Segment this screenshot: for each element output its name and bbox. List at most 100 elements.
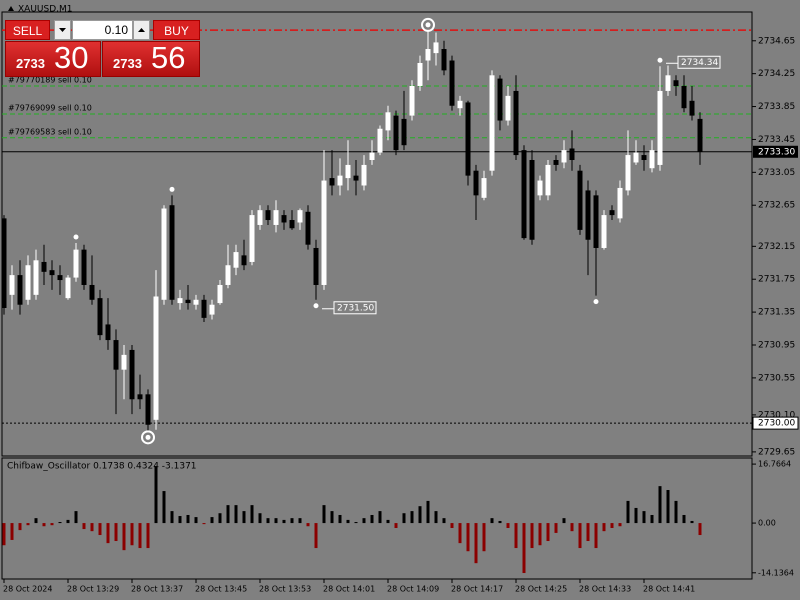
osc-bar [514, 523, 518, 549]
candle-body [401, 118, 407, 146]
candle-body [457, 100, 463, 109]
swing-dot [657, 57, 663, 63]
y-tick-label: 2731.75 [758, 275, 795, 285]
candle-body [289, 220, 295, 229]
ask-price[interactable]: 2733 56 [102, 40, 200, 77]
candle-body [265, 210, 271, 221]
osc-bar [314, 523, 318, 549]
candle-body [377, 128, 383, 153]
osc-bar [434, 511, 438, 524]
price-label-box [677, 55, 721, 69]
osc-bar [82, 523, 86, 530]
osc-bar [50, 523, 54, 526]
osc-bar [522, 523, 526, 574]
candle-body [641, 155, 647, 160]
buy-button[interactable]: BUY [153, 20, 200, 40]
osc-bar [26, 523, 30, 526]
bid-price[interactable]: 2733 30 [5, 40, 101, 77]
swing-dot [73, 234, 79, 240]
candle-body [273, 210, 279, 225]
osc-bar [658, 486, 662, 524]
candle-body [313, 247, 319, 285]
candle-body [441, 49, 447, 71]
candle-body [17, 275, 23, 305]
candle-body [153, 296, 159, 420]
volume-input[interactable]: 0.10 [72, 20, 133, 40]
candle-body [537, 180, 543, 196]
candle-body [489, 75, 495, 171]
osc-bar [258, 513, 262, 524]
candle-body [193, 299, 199, 305]
candle-body [241, 255, 247, 266]
candle-body [569, 148, 575, 160]
x-tick-label: 28 Oct 13:53 [259, 585, 311, 594]
candle-body [433, 42, 439, 54]
osc-bar [42, 523, 46, 527]
candle-body [521, 150, 527, 239]
osc-bar [562, 518, 566, 524]
osc-bar [18, 523, 22, 531]
osc-bar [466, 523, 470, 552]
osc-bar [114, 523, 118, 542]
candle-body [257, 210, 263, 225]
y-tick-label: -14.1364 [758, 568, 794, 577]
osc-bar [226, 505, 230, 524]
osc-bar [170, 511, 174, 524]
candle-body [449, 60, 455, 106]
collapse-icon[interactable] [8, 6, 14, 11]
candle-body [409, 86, 415, 116]
osc-bar [322, 505, 326, 524]
osc-bar [482, 523, 486, 552]
candle-body [209, 304, 215, 315]
osc-bar [490, 518, 494, 524]
x-tick-label: 28 Oct 14:33 [579, 585, 631, 594]
candle-body [89, 284, 95, 300]
osc-bar [122, 523, 126, 551]
osc-bar [626, 500, 630, 524]
candle-body [553, 160, 559, 165]
candle-body [121, 354, 127, 370]
arrow [59, 28, 66, 32]
osc-bar [66, 519, 70, 524]
osc-bar [442, 518, 446, 524]
order-label: #79769099 sell 0.10 [8, 103, 92, 112]
candle-body [225, 265, 231, 285]
osc-bar [298, 518, 302, 524]
candle-body [505, 95, 511, 121]
y-tick-label: 16.7664 [758, 460, 791, 469]
candle-body [601, 215, 607, 248]
osc-bar [234, 505, 238, 524]
candle-body [673, 80, 679, 86]
sell-button[interactable]: SELL [5, 20, 50, 40]
x-tick-label: 28 Oct 13:37 [131, 585, 183, 594]
candle-body [249, 215, 255, 262]
candle-body [417, 62, 423, 86]
osc-bar [218, 513, 222, 524]
candle-body [1, 218, 7, 308]
osc-bar [506, 523, 510, 528]
y-tick-label: 2731.35 [758, 308, 795, 318]
osc-bar [642, 511, 646, 524]
candle-body [145, 394, 151, 425]
volume-down[interactable] [54, 20, 71, 40]
candle-body [177, 298, 183, 304]
osc-bar [370, 514, 374, 524]
candle-body [425, 49, 431, 61]
candle-body [57, 275, 63, 281]
x-tick-label: 28 Oct 14:09 [387, 585, 439, 594]
y-tick-label: 2730.10 [758, 410, 795, 420]
osc-bar [530, 523, 534, 549]
order-label: #79769583 sell 0.10 [8, 127, 92, 136]
y-tick-label: 2732.65 [758, 201, 795, 211]
osc-bar [538, 523, 542, 546]
bid-big: 30 [54, 40, 89, 75]
volume-up[interactable] [133, 20, 150, 40]
osc-bar [130, 523, 134, 546]
osc-bar [666, 490, 670, 524]
candle-body [385, 112, 391, 131]
extreme-dot [145, 434, 151, 440]
price-label: 2731.50 [337, 303, 374, 313]
bid-tag-label: 2733.30 [758, 147, 795, 157]
osc-bar [682, 514, 686, 524]
y-tick-label: 2729.65 [758, 447, 795, 457]
